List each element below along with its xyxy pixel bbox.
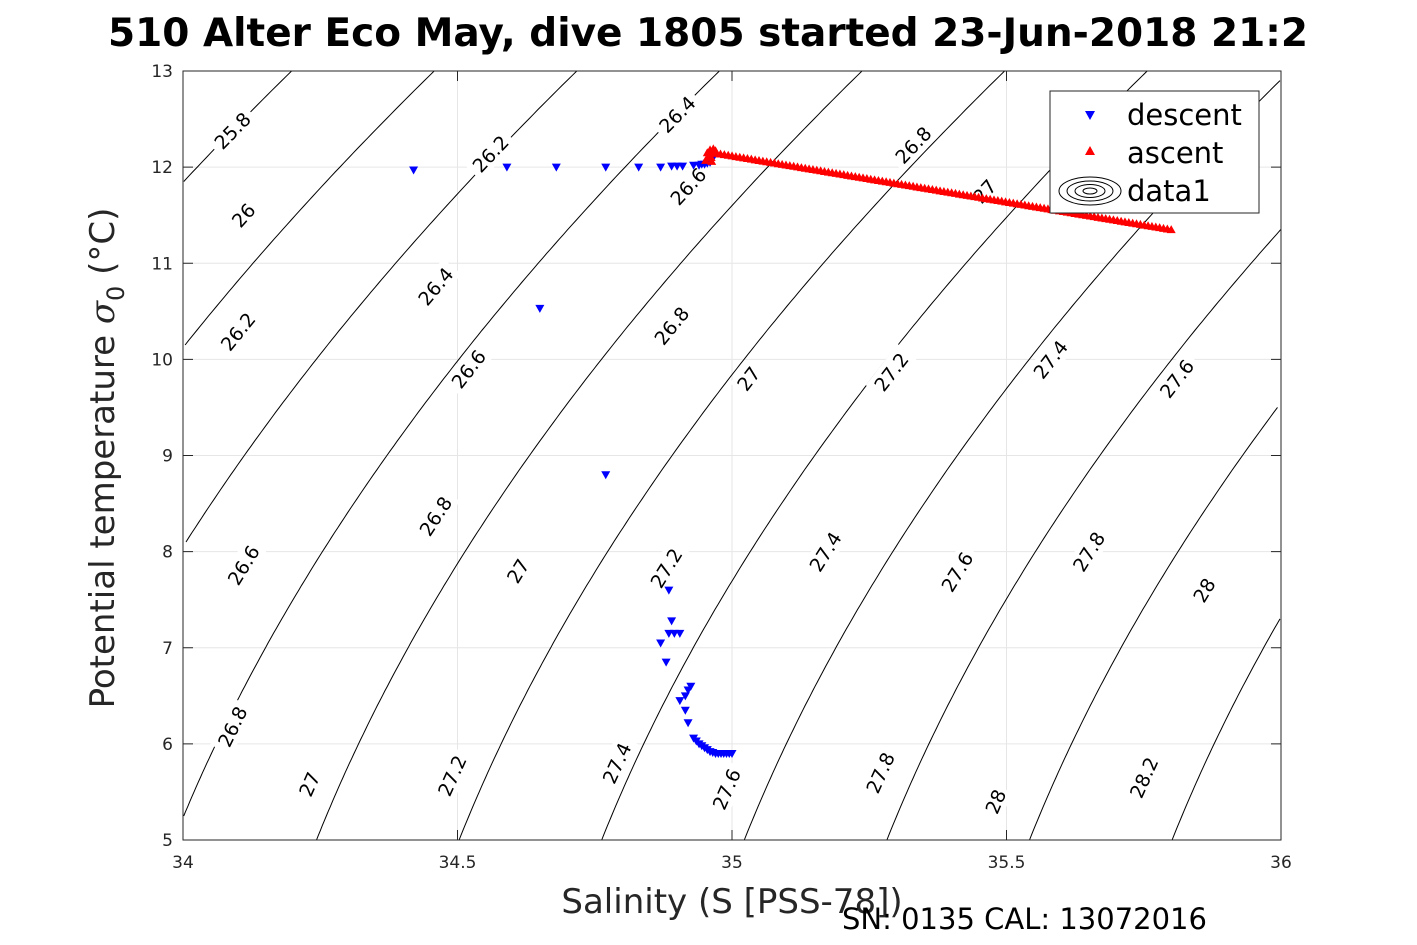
ascent-point: [701, 155, 711, 164]
contour-label-bg: [801, 523, 850, 580]
contour-label-bg: [1064, 523, 1113, 580]
contour-line-27.2: [601, 70, 1148, 841]
y-tick-label: 7: [162, 639, 173, 659]
y-tick-label: 12: [151, 158, 173, 178]
legend-descent-marker: [1085, 111, 1095, 120]
x-tick-label: 34: [172, 853, 194, 873]
contour-label-bg: [729, 359, 768, 398]
serial-calibration-text: SN: 0135 CAL: 13072016: [842, 902, 1207, 936]
y-axis-label: Potential temperature σ0 (°C): [83, 208, 130, 709]
x-tick-label: 35: [721, 853, 743, 873]
y-axis-label-main: Potential temperature: [83, 324, 123, 708]
legend-ascent-marker: [1085, 146, 1095, 155]
legend-ascent-label: ascent: [1127, 136, 1223, 170]
contour-label-bg: [933, 543, 981, 601]
contour-line-27.8: [1029, 407, 1278, 841]
x-tick-label: 35.5: [988, 853, 1026, 873]
contour-label-bg: [661, 159, 715, 214]
descent-point: [656, 163, 666, 172]
descent-point: [675, 629, 685, 638]
contour-label-bg: [212, 303, 264, 360]
y-tick-label: 5: [162, 831, 173, 851]
contour-label-bg: [411, 487, 460, 545]
contour-label-bg: [463, 126, 518, 181]
descent-point: [678, 162, 688, 171]
descent-point: [661, 658, 671, 667]
legend-data1-label: data1: [1127, 174, 1211, 208]
descent-point: [634, 163, 644, 172]
descent-point: [727, 749, 737, 758]
y-tick-label: 6: [162, 735, 173, 755]
descent-point: [601, 471, 611, 480]
y-tick-label: 8: [162, 543, 173, 563]
contour-label-bg: [865, 344, 917, 400]
contour-label-bg: [499, 551, 536, 590]
contour-label-bg: [858, 744, 902, 802]
descent-point: [656, 639, 666, 648]
ascent-point: [707, 156, 717, 165]
descent-point: [535, 304, 545, 313]
contour-label-bg: [409, 258, 462, 314]
contour-label-bg: [292, 765, 327, 803]
descent-point: [409, 166, 419, 175]
contour-label-bg: [650, 87, 704, 142]
contour-label-bg: [886, 117, 940, 173]
y-tick-label: 13: [151, 62, 173, 82]
descent-point: [551, 163, 561, 172]
descent-point: [667, 617, 677, 626]
x-tick-label: 34.5: [439, 853, 477, 873]
contour-label-bg: [210, 697, 255, 756]
y-tick-label: 10: [151, 350, 173, 370]
contour-label-bg: [443, 341, 494, 397]
contour-line-28: [1171, 618, 1281, 841]
y-axis-ticks: 5 6 7 8 9 10 11 12 13: [151, 62, 1281, 851]
x-axis-label: Salinity (S [PSS-78]): [561, 882, 902, 922]
legend-descent-label: descent: [1127, 98, 1242, 132]
descent-point: [683, 686, 693, 695]
descent-point: [502, 163, 512, 172]
contour-label-bg: [594, 734, 639, 792]
contour-label-bg: [430, 746, 474, 805]
contour-label-bg: [1151, 350, 1203, 407]
contour-label-group: 27: [292, 765, 327, 803]
contour-line-26.8: [316, 70, 863, 841]
contour-label-bg: [219, 536, 268, 594]
y-axis-label-subscript: 0: [102, 286, 130, 301]
descent-point: [680, 692, 690, 701]
contour-label-bg: [1024, 331, 1076, 388]
contour-label-bg: [1186, 571, 1223, 610]
contour-label-bg: [224, 196, 263, 235]
descent-point: [680, 706, 690, 715]
ascent-point: [1166, 225, 1176, 234]
chart-title: 510 Alter Eco May, dive 1805 started 23-…: [108, 11, 1308, 56]
descent-point: [664, 629, 674, 638]
x-tick-label: 36: [1270, 853, 1292, 873]
descent-point: [675, 697, 685, 706]
y-tick-label: 11: [151, 254, 173, 274]
legend: descent ascent data1: [1049, 90, 1260, 214]
contour-line-26.2: [184, 70, 435, 346]
contour-label-bg: [205, 103, 260, 158]
contour-label-bg: [1122, 748, 1166, 807]
descent-point: [664, 586, 674, 595]
y-tick-label: 9: [162, 447, 173, 467]
y-axis-label-symbol: σ: [83, 300, 123, 324]
descent-point: [601, 163, 611, 172]
contour-label-bg: [978, 782, 1013, 821]
legend-box: [1049, 90, 1260, 214]
contour-line-27: [458, 70, 1005, 841]
contour-label-bg: [642, 539, 690, 597]
y-axis-label-unit: (°C): [83, 208, 123, 286]
x-axis-ticks: 34 34.5 35 35.5 36: [172, 71, 1292, 873]
descent-point: [683, 719, 693, 728]
ascent-series: [701, 144, 1176, 234]
contour-label-bg: [705, 760, 748, 818]
contour-label-bg: [645, 297, 698, 354]
legend-contour-icon: [1058, 176, 1122, 206]
ascent-point: [706, 153, 716, 162]
contour-line-26.6: [183, 70, 720, 817]
contour-line-27.6: [886, 229, 1282, 841]
